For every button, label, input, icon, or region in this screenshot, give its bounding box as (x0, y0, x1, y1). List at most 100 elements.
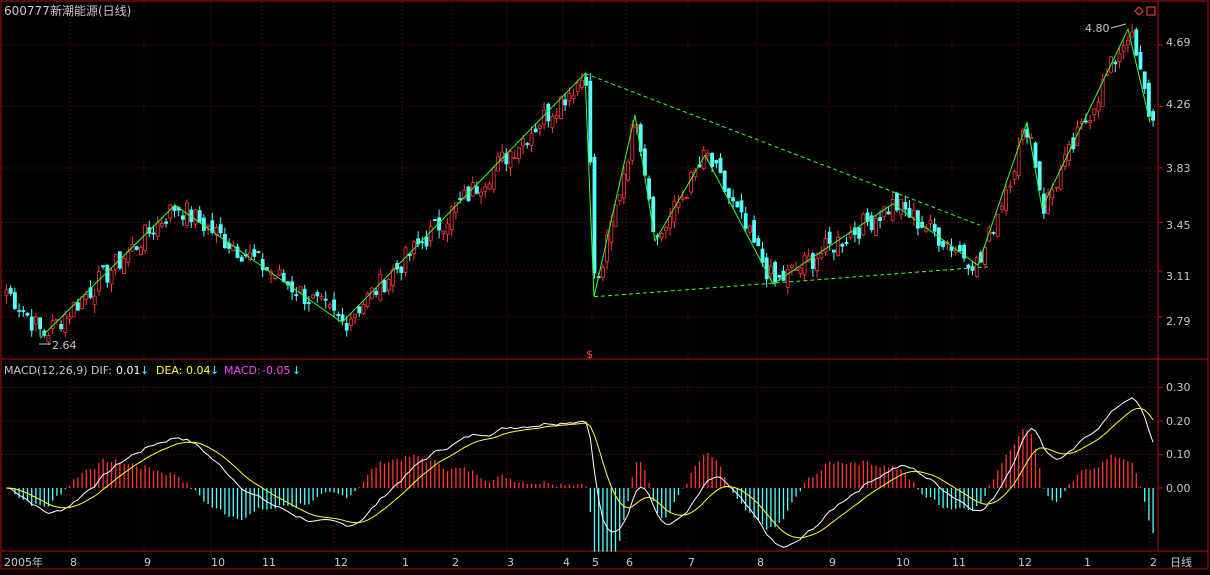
candle-down (588, 80, 593, 163)
date-tick: 1 (402, 556, 409, 569)
split-marker: $ (586, 348, 593, 361)
candle-up (1126, 39, 1130, 46)
candle-up (613, 204, 618, 227)
macd-tick: 0.00 (1166, 482, 1191, 495)
high-pointer (1110, 23, 1127, 29)
candle-up (617, 194, 622, 202)
candle-up (559, 96, 563, 119)
candle-up (983, 247, 987, 265)
window-icons[interactable] (1134, 6, 1156, 16)
candle-down (239, 256, 244, 262)
candle-down (399, 266, 404, 274)
dif-label: DIF: (91, 364, 112, 377)
candle-down (584, 76, 588, 86)
candle-up (659, 233, 664, 239)
candle-down (218, 224, 223, 234)
restore-icon[interactable] (1146, 6, 1156, 16)
candle-down (714, 159, 719, 164)
candle-up (1096, 101, 1101, 112)
candle-up (470, 182, 475, 197)
candlesticks (4, 23, 1155, 345)
candle-down (811, 253, 815, 269)
candle-down (731, 197, 735, 202)
price-axis: 4.69 4.26 3.83 3.45 3.11 2.79 (1166, 36, 1191, 328)
candle-down (878, 217, 882, 222)
candle-down (1134, 29, 1139, 56)
dea-arrow-icon: ↓ (210, 364, 219, 377)
candle-up (1012, 171, 1017, 180)
candle-down (134, 246, 139, 250)
candle-up (159, 223, 164, 227)
candle-up (689, 172, 693, 193)
candle-down (1037, 161, 1042, 191)
candle-up (575, 82, 580, 92)
candle-up (449, 206, 454, 231)
candle-up (748, 225, 752, 233)
candle-down (773, 262, 777, 283)
candle-down (857, 227, 861, 239)
candle-up (911, 209, 916, 218)
date-tick: 12 (1018, 556, 1032, 569)
candle-down (260, 258, 265, 271)
price-tick: 3.45 (1166, 219, 1191, 232)
candle-up (798, 267, 803, 274)
candle-down (756, 238, 761, 247)
candle-up (790, 265, 794, 268)
price-tick: 2.79 (1166, 315, 1191, 328)
candle-down (727, 188, 731, 198)
candle-down (722, 170, 727, 192)
candle-down (38, 317, 42, 330)
candle-up (143, 224, 148, 251)
candle-up (512, 156, 517, 159)
candle-up (1117, 52, 1122, 63)
candle-down (357, 306, 362, 314)
candle-up (193, 209, 198, 225)
date-tick: 3 (507, 556, 514, 569)
candle-up (819, 252, 824, 259)
date-tick: 11 (262, 556, 276, 569)
macd-histogram (10, 428, 1154, 552)
candle-up (995, 213, 1000, 237)
candle-down (752, 220, 756, 243)
candle-up (974, 257, 979, 277)
dif-value: 0.01 (116, 364, 141, 377)
candle-down (294, 294, 299, 297)
candle-up (1050, 189, 1055, 199)
candle-up (1121, 44, 1126, 52)
candle-up (319, 295, 324, 299)
candle-up (445, 223, 450, 235)
diamond-icon[interactable] (1134, 6, 1144, 16)
candle-up (680, 197, 685, 200)
candle-down (743, 213, 748, 229)
macd-tick: 0.10 (1166, 448, 1191, 461)
candle-up (109, 270, 114, 285)
candle-up (1046, 192, 1050, 214)
candle-down (710, 153, 714, 168)
candle-down (256, 251, 261, 254)
candle-down (332, 299, 337, 311)
low-price-label: 2.64 (52, 339, 77, 352)
candle-up (668, 216, 672, 229)
candle-up (987, 227, 992, 242)
candle-up (672, 200, 677, 223)
macd-title: MACD(12,26,9) (4, 364, 88, 377)
price-tick: 3.11 (1166, 270, 1191, 283)
candle-down (869, 215, 874, 231)
date-tick: 9 (144, 556, 151, 569)
candle-down (21, 310, 26, 312)
macd-axis: 0.30 0.20 0.10 0.00 (1166, 381, 1191, 495)
candle-down (25, 312, 30, 316)
candle-down (735, 201, 740, 208)
candle-down (525, 143, 530, 145)
candle-down (563, 99, 567, 106)
candle-up (626, 161, 630, 181)
dif-arrow-icon: ↓ (140, 364, 149, 377)
candle-down (1138, 51, 1143, 70)
candle-down (895, 192, 899, 211)
candle-up (605, 235, 609, 262)
date-tick: 2 (1150, 556, 1157, 569)
candle-up (554, 115, 559, 119)
date-tick: 6 (626, 556, 633, 569)
candle-up (277, 269, 282, 276)
